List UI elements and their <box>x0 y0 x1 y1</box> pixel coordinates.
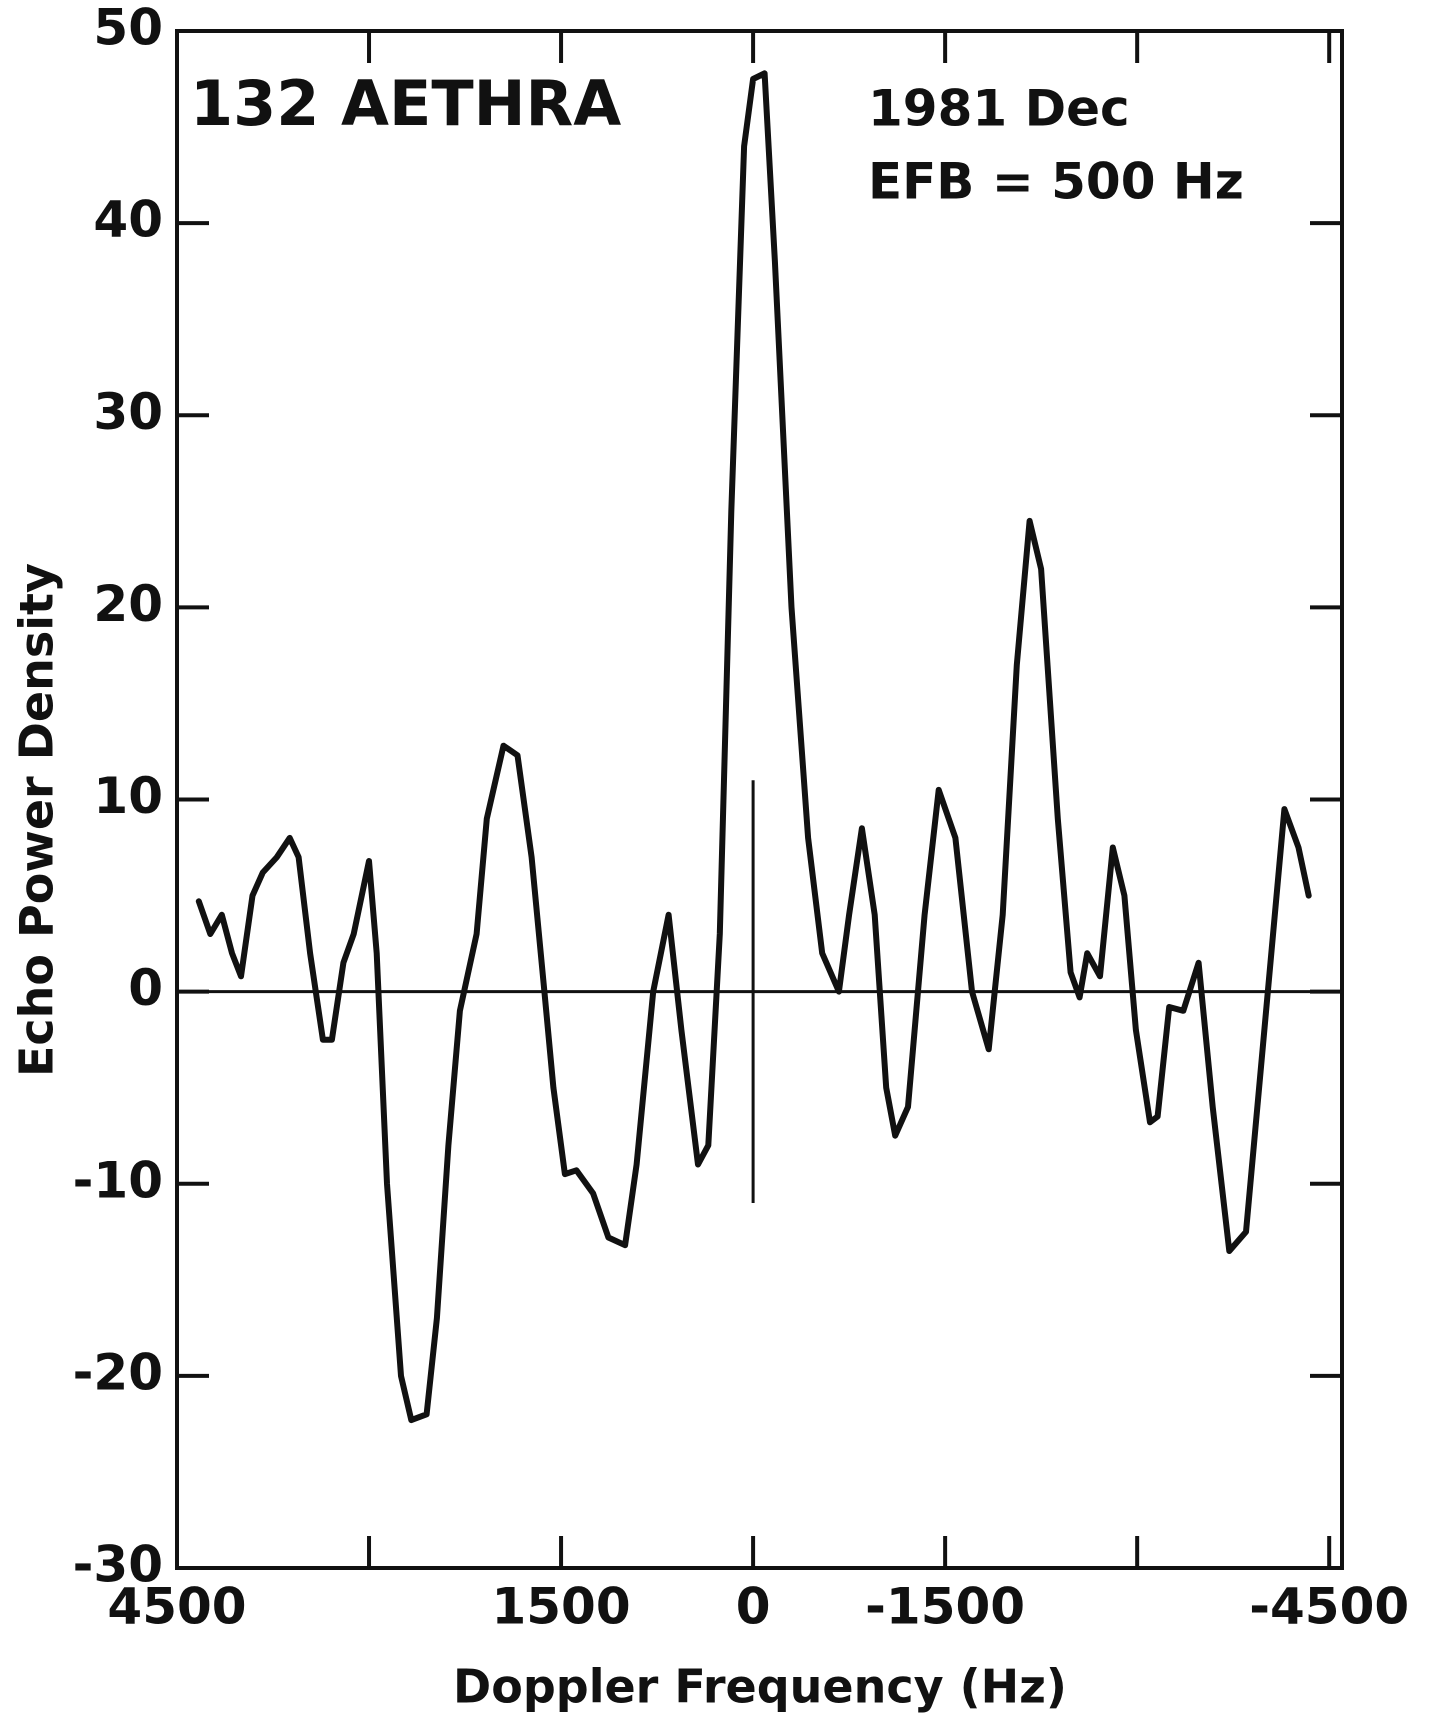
y-tick-label: 30 <box>93 383 163 441</box>
plot-frame <box>175 29 1344 1570</box>
y-tick-label: 0 <box>128 959 163 1017</box>
data-line <box>195 70 1312 1424</box>
y-tick-label: 20 <box>93 575 163 633</box>
annotation: 1981 Dec <box>868 80 1130 138</box>
y-tick-label: -30 <box>73 1536 163 1594</box>
x-tick-label: -4500 <box>1249 1578 1409 1636</box>
y-axis-label: Echo Power Density <box>10 563 64 1077</box>
annotation: 132 AETHRA <box>190 67 621 140</box>
y-tick-label: 10 <box>93 767 163 825</box>
x-tick-label: 0 <box>736 1578 771 1636</box>
x-tick-label: -1500 <box>865 1578 1025 1636</box>
y-tick-label: 40 <box>93 191 163 249</box>
x-axis-label: Doppler Frequency (Hz) <box>453 1660 1067 1714</box>
x-tick-label: 1500 <box>491 1578 630 1636</box>
y-tick-label: -20 <box>73 1343 163 1401</box>
y-tick-label: -10 <box>73 1151 163 1209</box>
x-tick-label: 4500 <box>107 1578 246 1636</box>
annotation: EFB = 500 Hz <box>868 153 1244 211</box>
y-tick-label: 50 <box>93 0 163 57</box>
